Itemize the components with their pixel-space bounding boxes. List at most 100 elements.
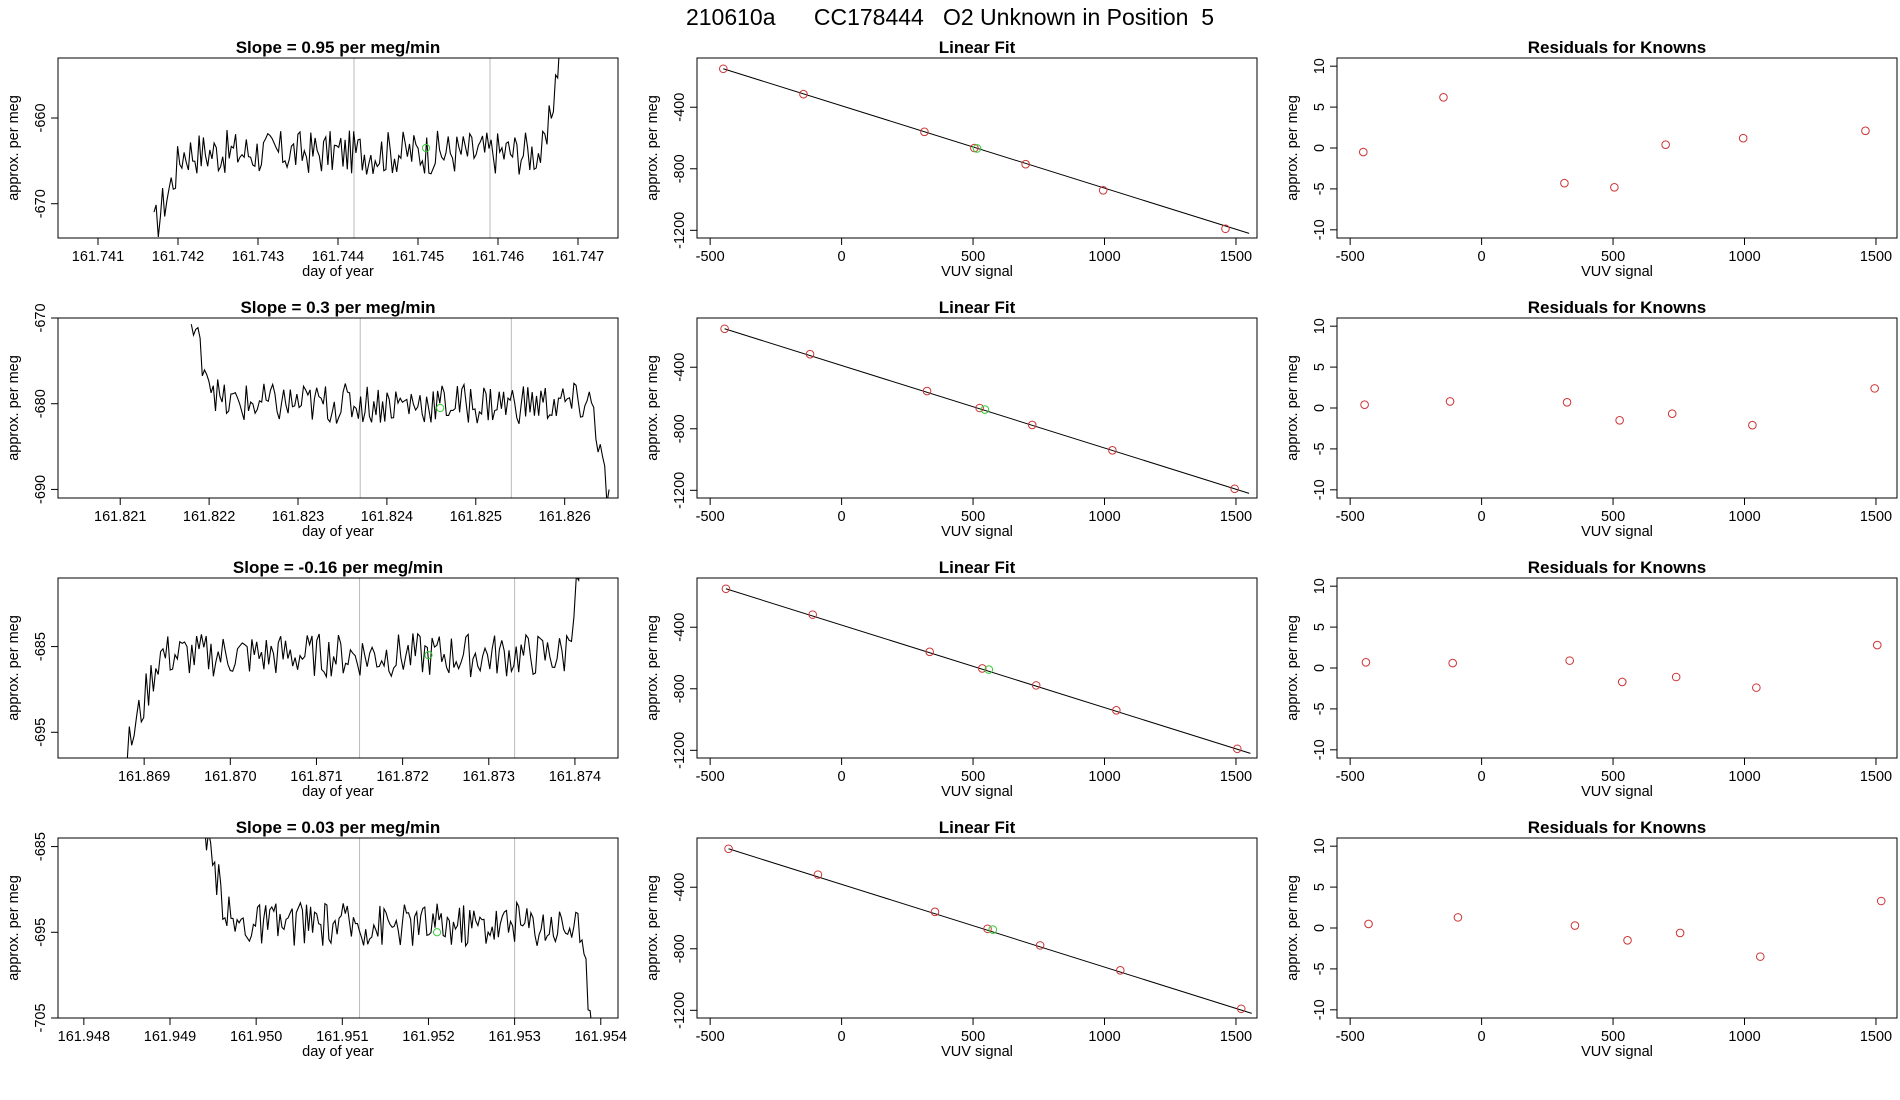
- x-axis: 161.741 161.742 161.743 161.744 161.745 161.7…: [72, 238, 604, 265]
- x-tick-label: 161.949: [144, 1029, 196, 1045]
- x-tick-label: 161.873: [463, 769, 515, 785]
- panel-r0-c2: Residuals for Knowns -500 0 500 1000 1500 VUV …: [1285, 38, 1898, 280]
- y-axis-label: approx. per meg: [645, 95, 661, 201]
- y-tick-label: -400: [672, 353, 688, 382]
- x-axis-label: VUV signal: [941, 784, 1013, 800]
- x-axis: -500 0 500 1000 1500: [696, 498, 1252, 525]
- x-axis: 161.821 161.822 161.823 161.824 161.825 161.8…: [94, 498, 591, 525]
- known-point: [1562, 397, 1572, 407]
- known-point: [1439, 92, 1448, 102]
- known-point: [1876, 896, 1886, 906]
- known-point: [1570, 921, 1580, 930]
- x-tick-label: 1500: [1860, 509, 1892, 525]
- known-point: [1748, 420, 1757, 430]
- x-tick-label: 161.874: [549, 769, 601, 785]
- y-axis: -660 -670: [33, 103, 58, 218]
- x-tick-label: 1000: [1728, 509, 1760, 525]
- y-tick-label: -695: [33, 718, 49, 747]
- x-axis: -500 0 500 1000 1500: [1336, 498, 1892, 525]
- y-axis: 10 5 0 -5 -10: [1312, 58, 1337, 240]
- y-tick-label: -695: [33, 918, 49, 947]
- known-point: [799, 89, 808, 99]
- x-axis-label: VUV signal: [941, 1044, 1013, 1060]
- plot-frame: [696, 317, 1258, 499]
- plot-frame: [696, 837, 1258, 1019]
- x-tick-label: 161.869: [118, 769, 170, 785]
- fit-line: [723, 68, 1250, 234]
- known-point: [1027, 420, 1037, 430]
- x-tick-label: 500: [1601, 249, 1625, 265]
- y-tick-label: 5: [1312, 363, 1328, 371]
- x-tick-label: 500: [1601, 1029, 1625, 1045]
- x-axis-label: day of year: [302, 1044, 374, 1060]
- y-tick-label: 5: [1312, 103, 1328, 111]
- x-axis-label: VUV signal: [1581, 264, 1653, 280]
- y-tick-label: -10: [1312, 219, 1328, 240]
- unknown-point: [988, 925, 998, 934]
- panel-title: Linear Fit: [939, 818, 1016, 837]
- y-axis: -400 -800 -1200: [672, 613, 697, 769]
- x-tick-label: 1500: [1220, 769, 1252, 785]
- known-point: [1230, 484, 1239, 494]
- known-point: [1870, 384, 1879, 393]
- x-tick-label: 161.951: [316, 1029, 368, 1045]
- y-axis: -400 -800 -1200: [672, 353, 697, 509]
- y-tick-label: -705: [33, 1003, 49, 1032]
- y-axis-label: approx. per meg: [6, 615, 22, 721]
- x-tick-label: 161.871: [290, 769, 342, 785]
- known-point: [977, 664, 987, 673]
- y-tick-label: -10: [1312, 479, 1328, 500]
- plot-frame: [1336, 317, 1898, 499]
- x-tick-label: 161.747: [552, 249, 604, 265]
- unknown-point: [980, 405, 990, 414]
- y-axis-label: approx. per meg: [645, 875, 661, 981]
- y-tick-label: 10: [1312, 58, 1328, 74]
- known-point: [808, 610, 817, 619]
- y-tick-label: 0: [1312, 144, 1328, 152]
- y-tick-label: -5: [1312, 182, 1328, 195]
- known-point: [1232, 744, 1242, 754]
- y-tick-label: -800: [672, 674, 688, 703]
- plot-frame: [1336, 577, 1898, 759]
- panel-title: Residuals for Knowns: [1528, 298, 1707, 317]
- x-tick-label: 500: [1601, 769, 1625, 785]
- unknown-point: [421, 143, 431, 153]
- panel-data: [1364, 896, 1886, 961]
- x-tick-label: 161.744: [312, 249, 364, 265]
- x-tick-label: 161.954: [575, 1029, 627, 1045]
- plot-frame: [1336, 57, 1898, 239]
- x-tick-label: 1500: [1860, 1029, 1892, 1045]
- known-point: [1360, 400, 1369, 410]
- known-point: [1445, 397, 1455, 406]
- panel-r3-c1: Linear Fit -500 0 500 1000 1500 VUV signal -400…: [645, 818, 1258, 1060]
- y-tick-label: 0: [1312, 664, 1328, 672]
- x-tick-label: 0: [1478, 249, 1486, 265]
- y-tick-label: 5: [1312, 883, 1328, 891]
- y-axis: -400 -800 -1200: [672, 93, 697, 249]
- panel-data: [1361, 640, 1882, 692]
- y-axis: 10 5 0 -5 -10: [1312, 578, 1337, 760]
- known-point: [1661, 140, 1670, 150]
- x-tick-label: 500: [961, 249, 985, 265]
- y-axis-label: approx. per meg: [1285, 95, 1301, 201]
- plot-frame: [696, 577, 1258, 759]
- x-tick-label: 0: [838, 249, 846, 265]
- panel-r0-c1: Linear Fit -500 0 500 1000 1500 VUV signal -400…: [645, 38, 1258, 280]
- x-axis: 161.869 161.870 161.871 161.872 161.873 161.8…: [118, 758, 601, 785]
- panel-data: [126, 578, 580, 758]
- known-point: [1115, 966, 1125, 975]
- plot-frame: [57, 577, 619, 759]
- y-axis-label: approx. per meg: [1285, 355, 1301, 461]
- x-tick-label: -500: [1336, 1029, 1365, 1045]
- figure-title: 210610a CC178444 O2 Unknown in Position …: [685, 4, 1215, 30]
- plot-frame: [57, 837, 619, 1019]
- y-axis: 10 5 0 -5 -10: [1312, 318, 1337, 500]
- known-point: [721, 584, 731, 594]
- x-axis: -500 0 500 1000 1500: [1336, 238, 1892, 265]
- x-axis: -500 0 500 1000 1500: [1336, 758, 1892, 785]
- known-point: [1738, 133, 1748, 143]
- unknown-point: [436, 403, 445, 413]
- y-tick-label: 10: [1312, 578, 1328, 594]
